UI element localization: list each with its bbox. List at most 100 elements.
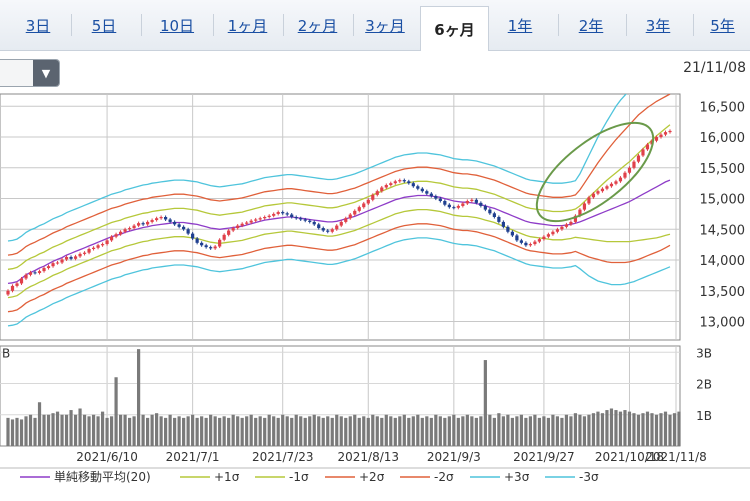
volume-bar xyxy=(46,414,51,446)
candle-body xyxy=(51,263,55,267)
candle-body xyxy=(582,203,587,210)
volume-bar xyxy=(416,414,420,446)
y-tick-label: 16,500 xyxy=(700,100,746,115)
candle-body xyxy=(258,218,262,220)
chevron-down-icon[interactable]: ▼ xyxy=(33,60,59,86)
tab-6[interactable]: 6ヶ月 xyxy=(420,6,489,51)
tab-separator xyxy=(353,14,354,36)
tab-4[interactable]: 2ヶ月 xyxy=(297,16,338,35)
candle-body xyxy=(46,266,51,269)
candle-body xyxy=(141,223,145,225)
candle-body xyxy=(591,193,596,198)
tab-3[interactable]: 1ヶ月 xyxy=(227,16,268,35)
volume-bar xyxy=(339,416,343,446)
volume-bar xyxy=(456,417,460,446)
candle-body xyxy=(195,238,199,243)
candle-body xyxy=(272,213,276,216)
candle-body xyxy=(155,218,159,221)
tab-5[interactable]: 3ヶ月 xyxy=(365,16,405,35)
candle-body xyxy=(91,247,96,249)
volume-bar xyxy=(127,417,132,446)
volume-bar xyxy=(609,408,614,446)
volume-bar xyxy=(321,417,325,446)
volume-bar xyxy=(182,417,186,446)
candle-body xyxy=(276,212,280,214)
candle-body xyxy=(443,201,447,205)
candle-body xyxy=(524,242,528,246)
x-tick-label: 2021/7/1 xyxy=(166,450,220,464)
candle-body xyxy=(465,201,469,204)
candle-body xyxy=(605,186,609,189)
candle-body xyxy=(82,252,87,254)
volume-bar xyxy=(411,416,415,446)
candle-body xyxy=(254,219,258,221)
x-tick-label: 2021/6/10 xyxy=(76,450,138,464)
volume-bar xyxy=(501,416,505,446)
volume-bar xyxy=(600,413,605,446)
candle-body xyxy=(411,183,415,187)
volume-bar xyxy=(578,414,582,446)
candle-body xyxy=(308,220,312,222)
volume-bar xyxy=(114,377,118,446)
candle-body xyxy=(623,172,627,178)
candle-body xyxy=(78,253,82,257)
candle-body xyxy=(177,224,181,227)
tab-1[interactable]: 5日 xyxy=(91,16,117,35)
candle-body xyxy=(42,268,46,272)
volume-bar xyxy=(668,414,672,446)
tab-10[interactable]: 5年 xyxy=(710,16,735,35)
volume-bar xyxy=(641,413,645,446)
volume-bar xyxy=(10,419,15,446)
candle-body xyxy=(73,256,78,259)
volume-bar xyxy=(28,414,33,446)
candle-body xyxy=(339,221,343,226)
indicator-dropdown[interactable]: ▼ xyxy=(0,59,60,87)
tab-2[interactable]: 10日 xyxy=(159,16,195,35)
volume-bar xyxy=(109,416,114,446)
y-tick-label: 13,000 xyxy=(700,316,746,331)
tab-separator xyxy=(558,14,559,36)
candle-body xyxy=(497,217,501,222)
volume-bar xyxy=(497,413,501,446)
tab-9[interactable]: 3年 xyxy=(645,16,671,35)
candle-body xyxy=(222,234,226,240)
band-line-sma xyxy=(7,179,671,285)
candle-body xyxy=(218,239,222,247)
volume-bar xyxy=(227,417,231,446)
volume-bar xyxy=(533,414,537,446)
candle-body xyxy=(519,240,523,243)
volume-bar xyxy=(483,360,487,446)
candle-body xyxy=(668,130,672,133)
highlight-ellipse xyxy=(535,121,655,223)
candle-body xyxy=(371,194,375,200)
candle-body xyxy=(488,209,492,214)
candle-body xyxy=(37,271,42,273)
y-tick-label: 15,500 xyxy=(700,162,746,177)
volume-bar xyxy=(204,417,208,446)
volume-bar xyxy=(429,417,433,446)
y-tick-label: 14,000 xyxy=(700,254,746,269)
candle-body xyxy=(596,191,600,194)
volume-bar xyxy=(654,414,659,446)
candle-body xyxy=(326,230,330,232)
volume-bar xyxy=(87,416,91,446)
volume-bar xyxy=(524,417,528,446)
vol-y-tick-label: 3B xyxy=(696,346,712,360)
volume-bar xyxy=(614,410,618,446)
candle-body xyxy=(321,228,325,231)
tab-0[interactable]: 3日 xyxy=(25,16,51,35)
volume-bar xyxy=(407,417,411,446)
candle-body xyxy=(659,134,663,138)
volume-bar xyxy=(276,417,280,446)
tab-7[interactable]: 1年 xyxy=(507,16,533,35)
candle-body xyxy=(632,161,636,168)
volume-bar xyxy=(371,414,375,446)
vol-y-tick-label: 2B xyxy=(696,378,712,392)
tab-8[interactable]: 2年 xyxy=(578,16,604,35)
volume-bar xyxy=(69,410,73,446)
candle-body xyxy=(55,262,60,264)
candle-body xyxy=(28,272,33,275)
candle-body xyxy=(303,219,307,221)
volume-bar xyxy=(677,411,681,446)
